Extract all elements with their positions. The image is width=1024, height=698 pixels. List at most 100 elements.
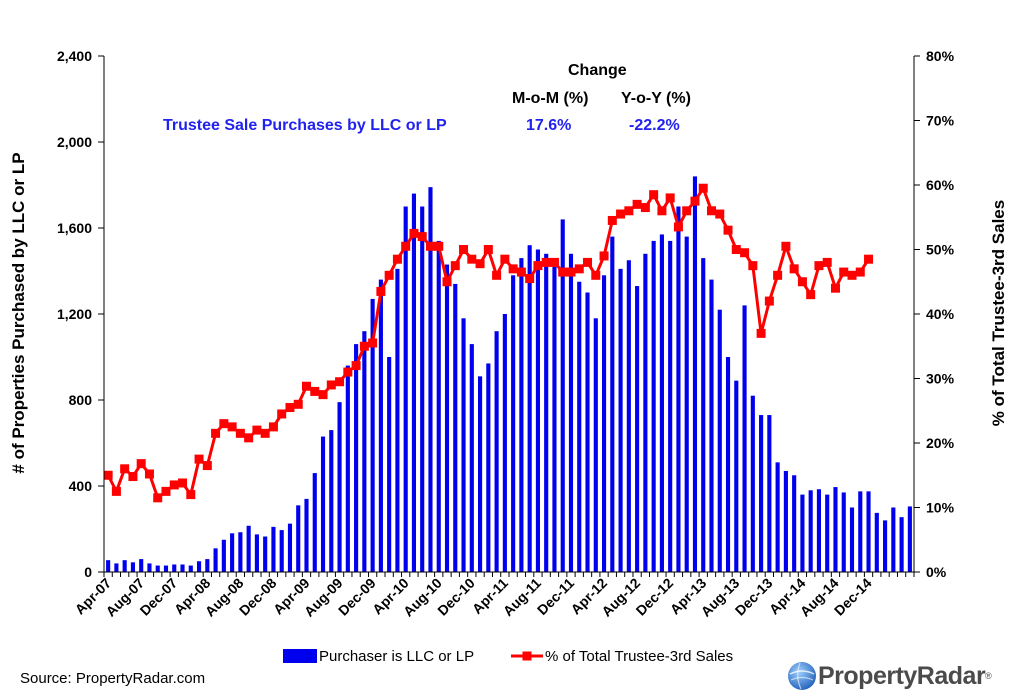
y-tick-label: 2,400: [57, 48, 92, 64]
bar: [221, 539, 226, 572]
bar: [403, 206, 408, 572]
line-point: [227, 422, 237, 432]
bar: [676, 206, 681, 572]
bar: [279, 530, 284, 572]
bar: [354, 344, 359, 572]
x-tick-label: Dec-07: [137, 575, 181, 619]
y2-tick-label: 0%: [926, 564, 947, 580]
bar: [544, 253, 549, 573]
line-point: [740, 248, 750, 258]
line-point: [318, 390, 328, 400]
line-point: [508, 264, 518, 274]
bar: [568, 253, 574, 573]
line-point: [392, 254, 402, 264]
line-point: [153, 493, 163, 503]
line-point: [285, 403, 295, 413]
line-point: [136, 459, 146, 469]
line-point: [442, 277, 452, 287]
line-point: [657, 206, 667, 216]
line-point: [731, 245, 741, 254]
bar: [626, 260, 631, 572]
y2-tick-label: 20%: [926, 435, 955, 451]
bar: [378, 279, 383, 572]
line-point: [409, 228, 419, 238]
line-point: [830, 283, 840, 293]
line-point: [764, 296, 774, 306]
bar: [511, 275, 516, 572]
line-point: [359, 341, 369, 351]
mom-value: 17.6%: [526, 117, 572, 134]
y2-tick-label: 30%: [926, 371, 955, 387]
bar: [841, 492, 846, 572]
line-point: [624, 206, 634, 216]
y2-tick-label: 50%: [926, 242, 955, 258]
line-point: [194, 454, 204, 464]
line-point: [450, 261, 460, 271]
line-point: [797, 277, 807, 287]
line-point: [161, 486, 171, 496]
bar: [668, 240, 673, 572]
bar: [767, 415, 772, 572]
bar: [453, 283, 458, 572]
line-point: [384, 270, 394, 280]
line-point: [343, 367, 353, 377]
line-point: [310, 386, 320, 396]
bar: [387, 357, 392, 572]
bar: [444, 264, 450, 572]
bar: [692, 176, 698, 572]
bar: [792, 475, 797, 572]
bar: [643, 253, 648, 573]
bar: [800, 494, 805, 572]
y-tick-label: 800: [69, 392, 93, 408]
y2-axis-label: % of Total Trustee-3rd Sales: [989, 200, 1008, 426]
line-point: [417, 232, 427, 242]
bar: [593, 318, 598, 572]
change-header: Change: [568, 62, 627, 79]
line-point: [425, 241, 435, 251]
line-point: [748, 261, 758, 271]
bar: [701, 258, 706, 572]
bar: [461, 318, 466, 572]
bar: [635, 286, 640, 572]
y-tick-label: 1,200: [57, 306, 92, 322]
bar: [725, 357, 731, 572]
bar: [816, 489, 822, 572]
line-point: [558, 267, 568, 277]
bar: [750, 395, 755, 572]
y2-tick-label: 60%: [926, 177, 955, 193]
bar: [436, 240, 441, 572]
line-point: [773, 270, 783, 280]
mom-header: M-o-M (%): [512, 90, 589, 107]
line-point: [459, 245, 469, 254]
brand-logo: PropertyRadar ®: [786, 660, 992, 692]
line-point: [855, 267, 865, 277]
legend-label-bar: Purchaser is LLC or LP: [319, 648, 474, 665]
bar: [899, 517, 904, 572]
line-point: [541, 257, 551, 267]
line-point: [649, 190, 659, 200]
bar: [469, 344, 474, 572]
line-point: [533, 261, 543, 271]
bar: [329, 430, 334, 572]
y-tick-label: 0: [84, 564, 92, 580]
bar: [709, 279, 714, 572]
line-point: [169, 480, 179, 490]
bar: [552, 266, 557, 572]
line-point: [682, 206, 692, 216]
bar: [734, 380, 739, 572]
line-point: [500, 254, 510, 264]
bar: [478, 376, 483, 572]
x-tick-label: Aug-11: [500, 575, 544, 619]
line-point: [211, 428, 221, 438]
line-point: [516, 267, 526, 277]
bar: [833, 487, 838, 572]
line-point: [574, 264, 584, 274]
bar: [519, 258, 524, 572]
bar: [230, 533, 235, 572]
bar: [122, 560, 127, 572]
line-point: [186, 490, 196, 500]
bar: [601, 275, 607, 572]
bar: [139, 559, 144, 572]
yoy-value: -22.2%: [629, 117, 680, 134]
bar: [345, 365, 350, 572]
